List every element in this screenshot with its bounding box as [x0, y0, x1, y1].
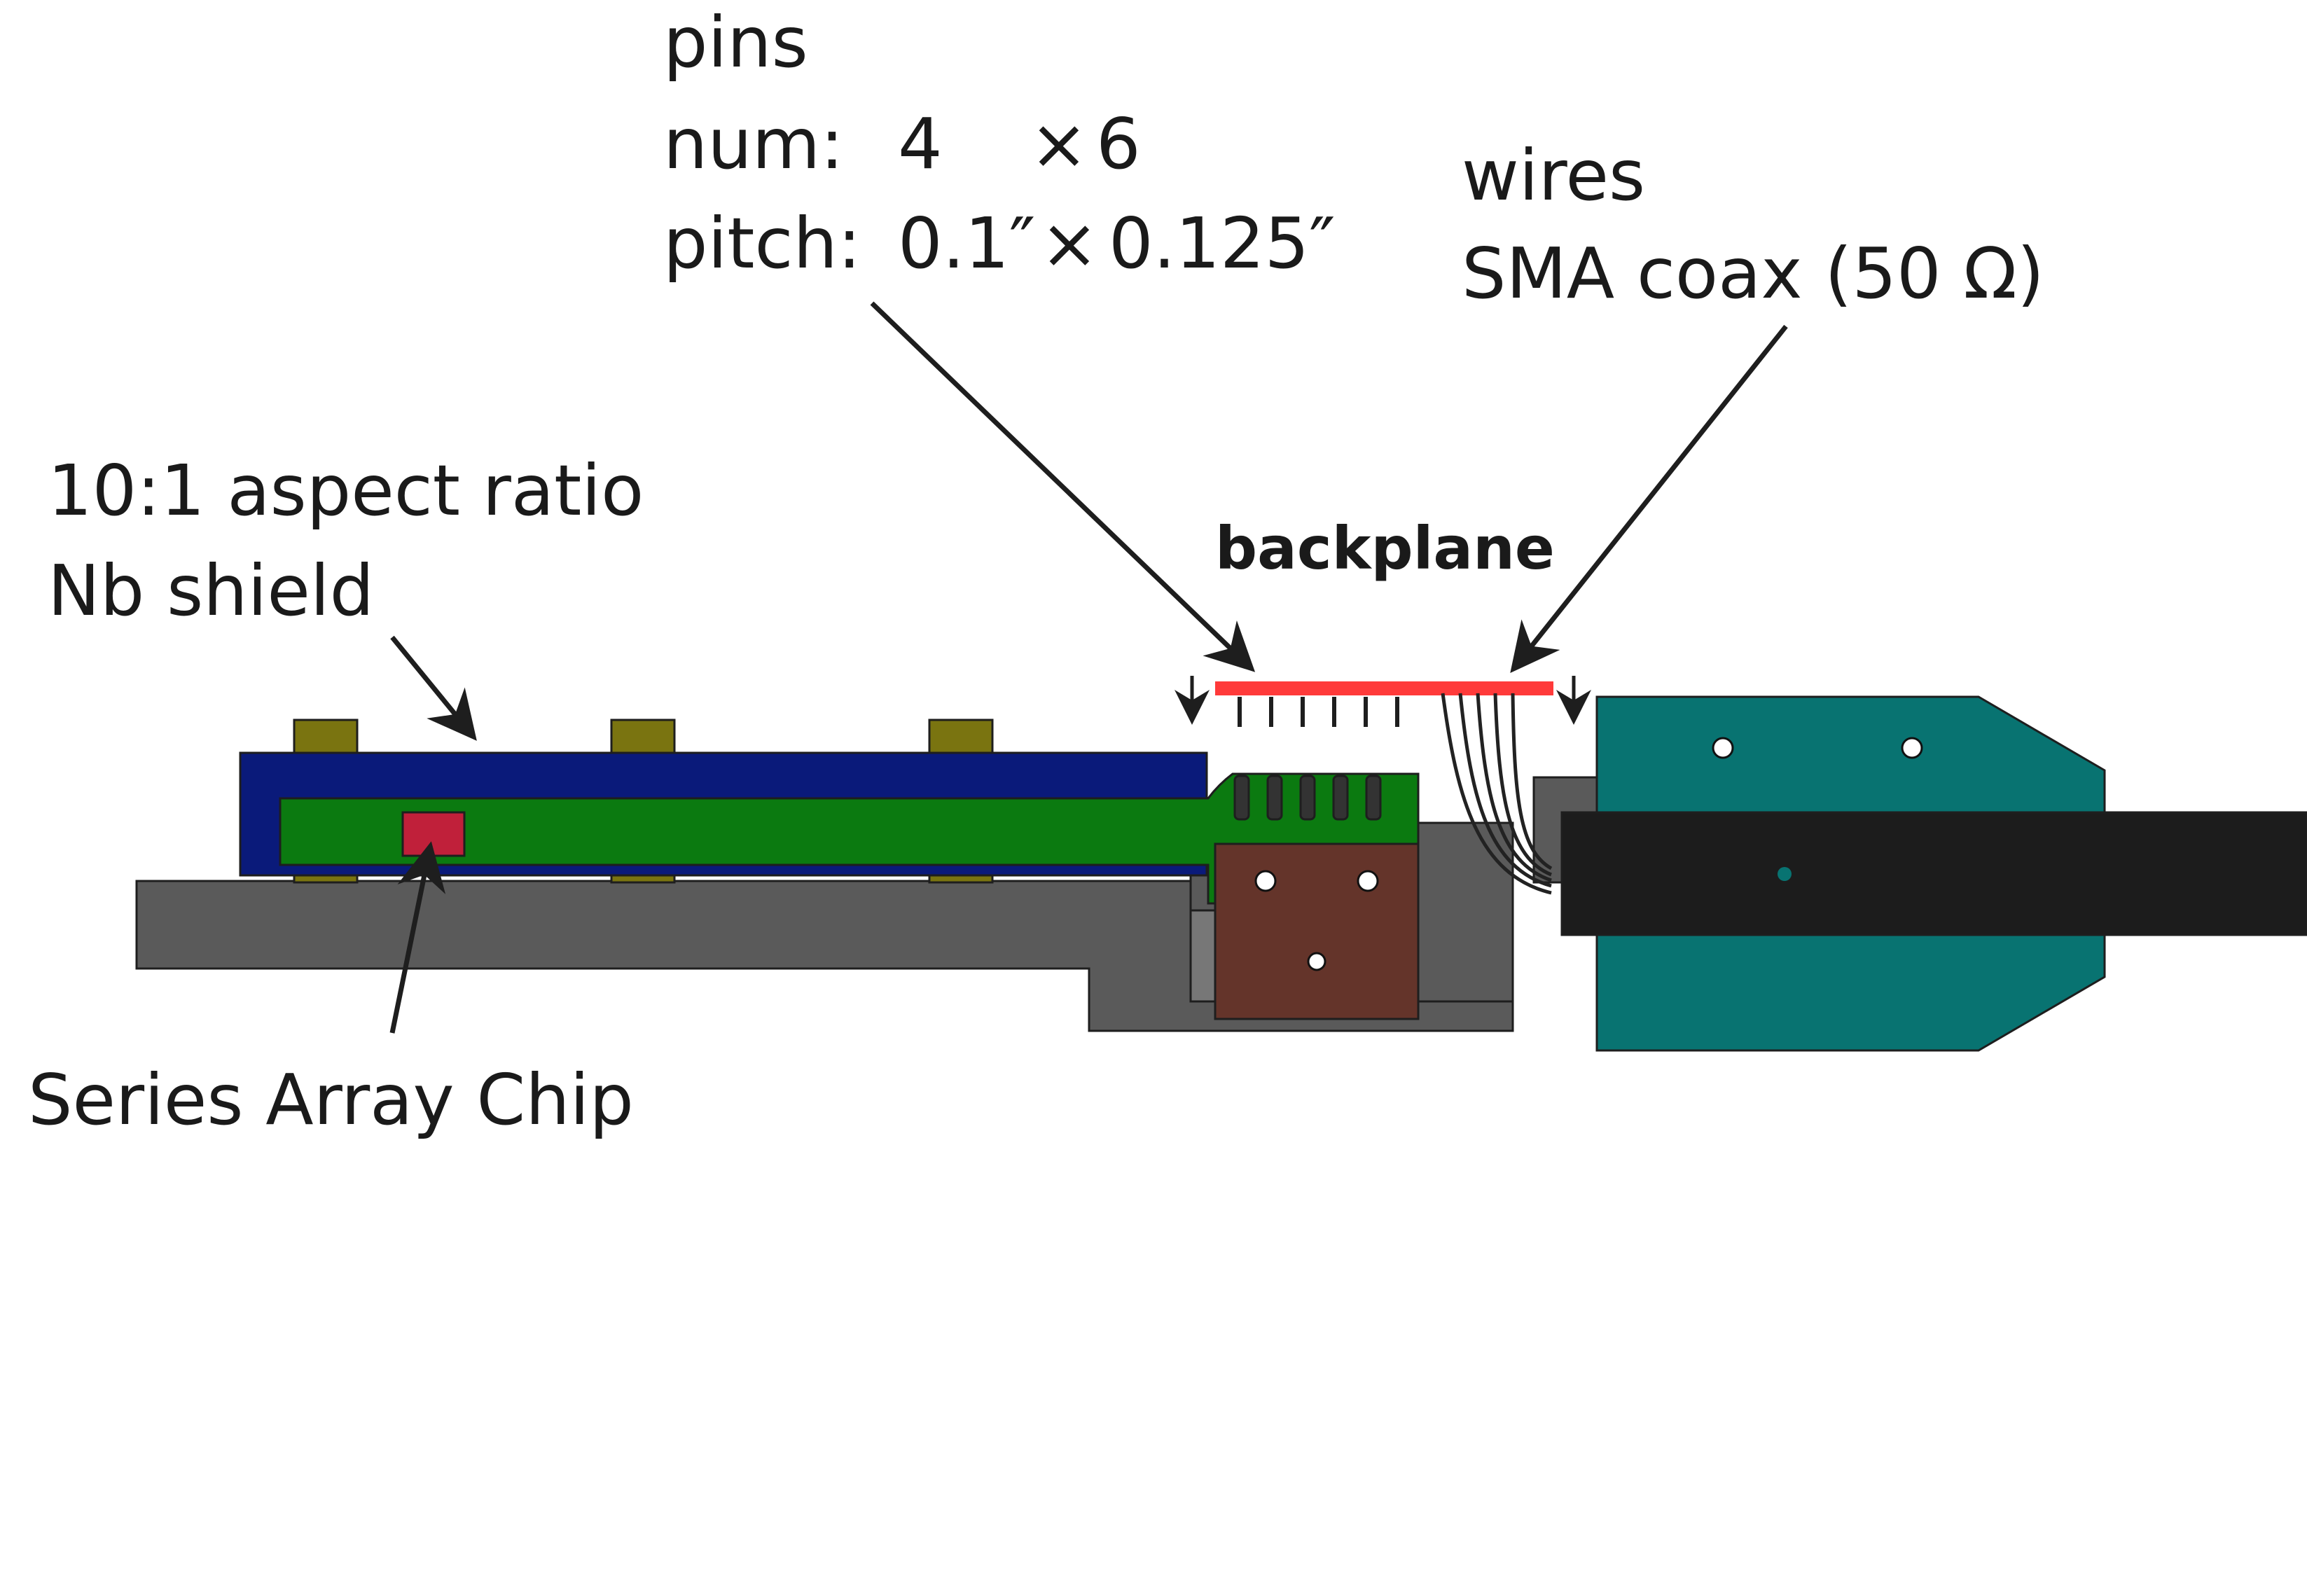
- shield-arrow: [390, 635, 477, 741]
- board-pins: [1233, 775, 1382, 821]
- pins-pitch-a: 0.1″: [898, 202, 1035, 284]
- pins-num-label: num:: [663, 103, 844, 185]
- pins-title: pins: [663, 1, 808, 83]
- teal-hole-2: [1901, 737, 1923, 759]
- pins-pitch-times: ×: [1040, 202, 1099, 284]
- connector-hole-1: [1254, 870, 1277, 892]
- coax-wires: [1441, 693, 1553, 895]
- wires-arrow: [1510, 324, 1788, 673]
- cable-hole: [1778, 867, 1792, 881]
- connector-block: [1214, 842, 1420, 1020]
- brass-clamp-1-top: [293, 719, 359, 756]
- circuit-board: [279, 772, 1420, 905]
- connector-hole-2: [1357, 870, 1379, 892]
- backplane-label: backplane: [1215, 514, 1555, 583]
- brass-clamp-3-top: [928, 719, 994, 756]
- pins-num-b: 6: [1096, 103, 1141, 185]
- chip-arrow: [389, 841, 446, 1034]
- pins-num-a: 4: [898, 103, 943, 185]
- pins-pitch-label: pitch:: [663, 202, 861, 284]
- shield-line1: 10:1 aspect ratio: [48, 450, 644, 532]
- wires-type: SMA coax (50 Ω): [1462, 233, 2044, 314]
- teal-hole-1: [1712, 737, 1734, 759]
- black-cable: [1560, 811, 2307, 936]
- backplane-pins: [1238, 697, 1399, 727]
- pins-arrow: [870, 301, 1256, 672]
- wires-title: wires: [1462, 134, 1645, 216]
- pins-pitch-b: 0.125″: [1109, 202, 1336, 284]
- series-array-chip: [401, 811, 466, 857]
- brass-clamp-2-top: [610, 719, 676, 756]
- shield-line2: Nb shield: [48, 550, 374, 632]
- connector-hole-3: [1307, 952, 1326, 971]
- chip-label: Series Array Chip: [28, 1059, 634, 1141]
- pins-num-times: ×: [1030, 103, 1088, 185]
